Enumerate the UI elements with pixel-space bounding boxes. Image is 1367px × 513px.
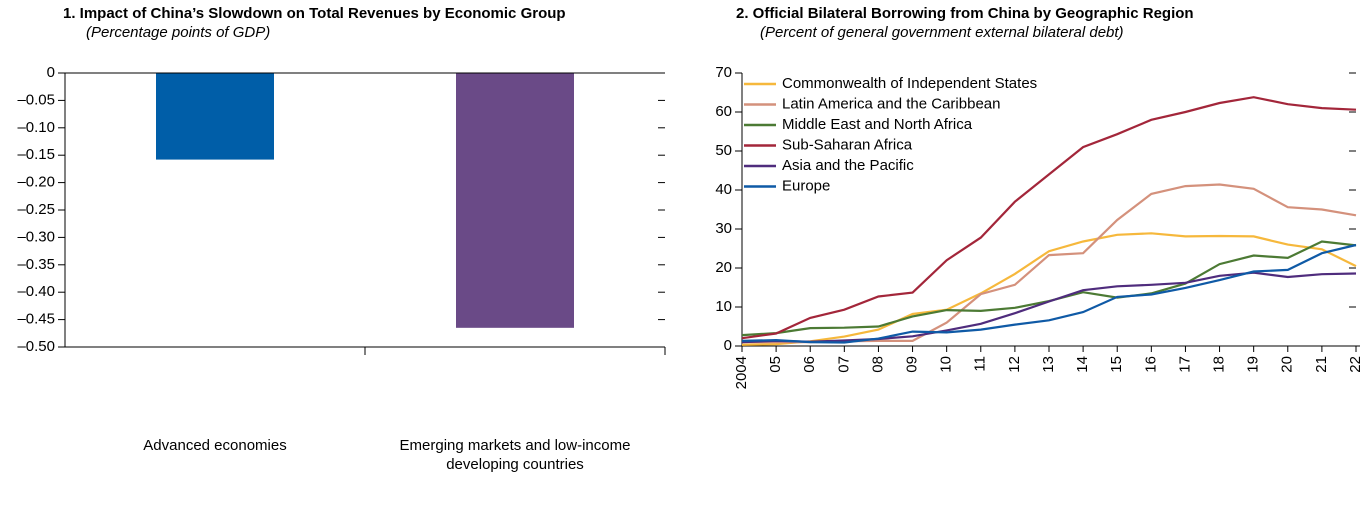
y-tick-label: –0.25 xyxy=(17,201,55,218)
x-tick-label: Emerging markets and low-income developi… xyxy=(399,437,631,473)
bar xyxy=(456,73,574,328)
y-tick-label: –0.20 xyxy=(17,174,55,191)
x-tick-label: 19 xyxy=(1245,356,1262,373)
chart-title: 2. Official Bilateral Borrowing from Chi… xyxy=(736,5,1194,22)
legend-label: Commonwealth of Independent States xyxy=(782,75,1037,92)
chart-subtitle: (Percent of general government external … xyxy=(760,24,1124,41)
x-tick-label: 07 xyxy=(835,356,852,373)
x-tick-label: 13 xyxy=(1040,356,1057,373)
x-tick-label: 22 xyxy=(1347,356,1364,373)
y-tick-label: 40 xyxy=(715,181,732,198)
x-tick-label: 05 xyxy=(767,356,784,373)
x-tick-label: 21 xyxy=(1313,356,1330,373)
y-tick-label: –0.15 xyxy=(17,146,55,163)
legend-label: Sub-Saharan Africa xyxy=(782,136,913,153)
legend-label: Europe xyxy=(782,177,830,194)
y-tick-label: 0 xyxy=(47,64,55,81)
x-tick-label: 08 xyxy=(869,356,886,373)
legend-label: Middle East and North Africa xyxy=(782,116,973,133)
line-series xyxy=(741,243,1357,344)
y-tick-label: 50 xyxy=(715,142,732,159)
x-tick-label: Advanced economies xyxy=(143,437,287,454)
x-tick-label: 20 xyxy=(1279,356,1296,373)
y-tick-label: –0.45 xyxy=(17,311,55,328)
x-tick-label: 15 xyxy=(1108,356,1125,373)
x-tick-label: 12 xyxy=(1006,356,1023,373)
chart-subtitle: (Percentage points of GDP) xyxy=(86,24,270,41)
legend-label: Latin America and the Caribbean xyxy=(782,95,1000,112)
y-tick-label: 60 xyxy=(715,103,732,120)
y-tick-label: –0.30 xyxy=(17,228,55,245)
y-tick-label: 10 xyxy=(715,298,732,315)
y-tick-label: –0.40 xyxy=(17,283,55,300)
line-series xyxy=(741,232,1357,346)
line-series xyxy=(742,183,1357,344)
y-tick-label: 0 xyxy=(724,337,732,354)
y-tick-label: –0.35 xyxy=(17,256,55,273)
legend-label: Asia and the Pacific xyxy=(782,157,914,174)
x-tick-label: 17 xyxy=(1176,356,1193,373)
chart-title: 1. Impact of China’s Slowdown on Total R… xyxy=(63,5,566,22)
x-tick-label: 18 xyxy=(1211,356,1228,373)
y-tick-label: 30 xyxy=(715,220,732,237)
y-tick-label: 70 xyxy=(715,64,732,81)
x-tick-label-text: Emerging markets and low-income developi… xyxy=(399,437,631,473)
y-tick-label: –0.05 xyxy=(17,91,55,108)
bar xyxy=(156,73,274,160)
x-tick-label: 10 xyxy=(938,356,955,373)
x-tick-label: 06 xyxy=(801,356,818,373)
x-tick-label: 2004 xyxy=(733,356,750,389)
y-tick-label: –0.50 xyxy=(17,338,55,355)
x-tick-label: 14 xyxy=(1074,356,1091,373)
y-tick-label: –0.10 xyxy=(17,119,55,136)
line-series xyxy=(741,96,1357,340)
x-tick-label: 16 xyxy=(1142,356,1159,373)
x-tick-label: 09 xyxy=(904,356,921,373)
x-tick-label: 11 xyxy=(972,356,989,372)
y-tick-label: 20 xyxy=(715,259,732,276)
line-series xyxy=(741,271,1357,344)
x-tick-label-text: Advanced economies xyxy=(143,437,287,454)
